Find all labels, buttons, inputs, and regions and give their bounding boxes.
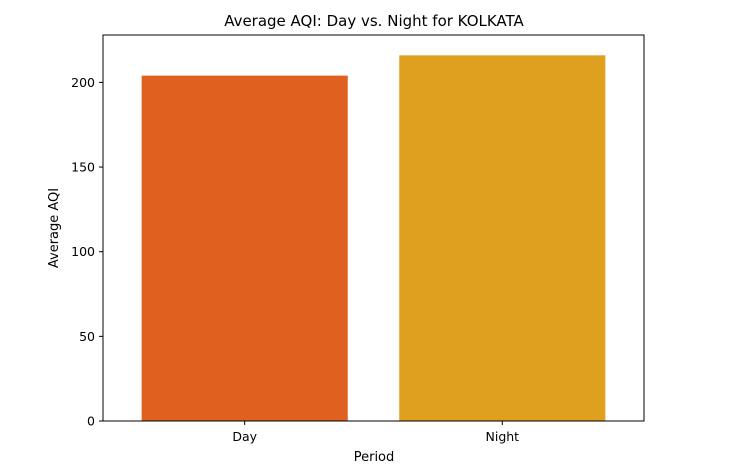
y-tick-label: 0 (87, 414, 95, 429)
bars-layer (141, 55, 606, 421)
chart-title: Average AQI: Day vs. Night for KOLKATA (224, 12, 524, 30)
bar-night (399, 55, 606, 421)
y-axis-label: Average AQI (47, 188, 62, 268)
x-axis-label: Period (354, 450, 395, 465)
y-tick-label: 100 (71, 244, 95, 259)
x-tick-label-day: Day (232, 429, 257, 444)
plot-area-frame (102, 34, 645, 422)
y-tick-label: 200 (71, 75, 95, 90)
bar-day (141, 75, 348, 421)
x-tick-label-night: Night (486, 429, 520, 444)
y-axis: 0 50 100 150 200 (71, 75, 103, 429)
y-tick-label: 150 (71, 160, 95, 175)
y-tick-label: 50 (79, 329, 95, 344)
x-axis: Day Night (232, 421, 519, 444)
